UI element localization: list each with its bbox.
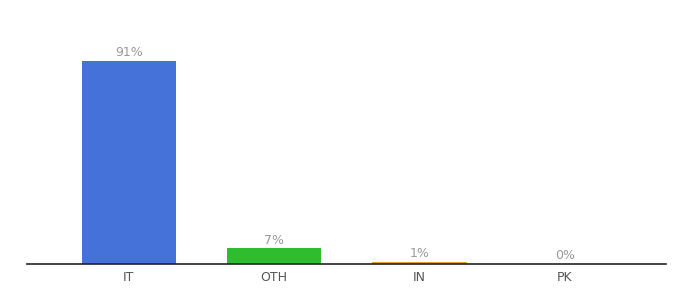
Text: 1%: 1% [409,247,429,260]
Text: 0%: 0% [555,249,575,262]
Bar [372,262,466,264]
Text: 7%: 7% [264,234,284,247]
Text: 91%: 91% [115,46,143,59]
Bar [82,61,176,264]
Bar [227,248,322,264]
